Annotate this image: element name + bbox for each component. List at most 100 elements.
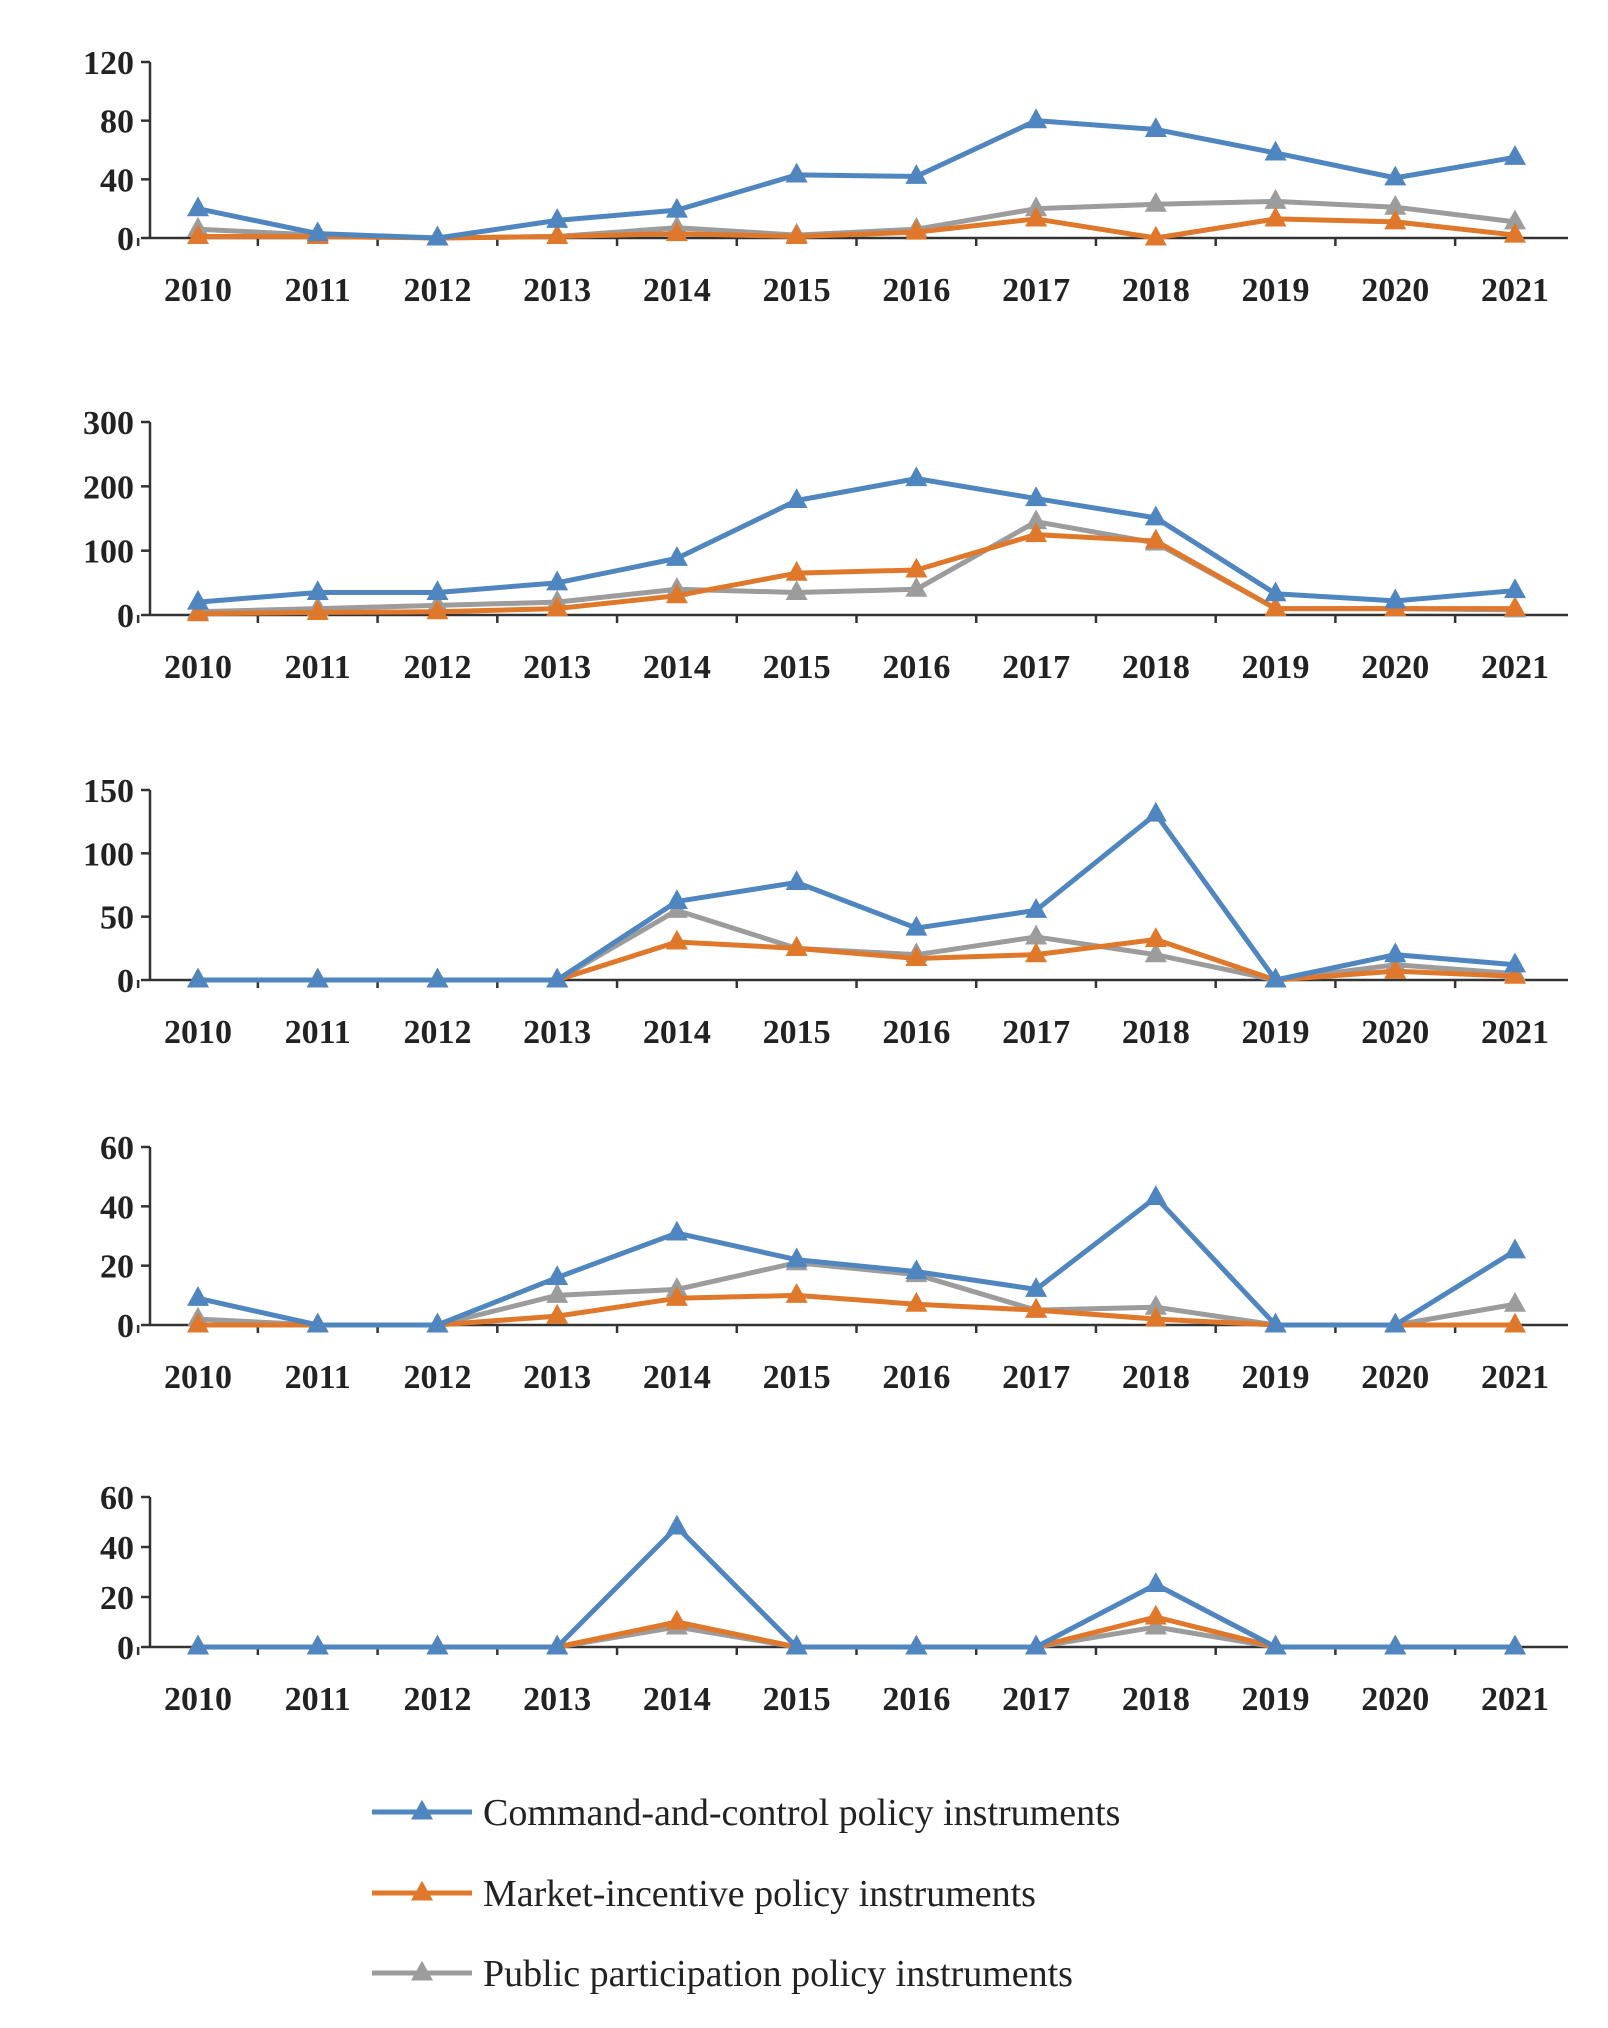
data-point-market: [306, 600, 329, 620]
y-tick-label: 100: [83, 836, 134, 873]
data-point-market: [546, 224, 569, 245]
y-tick-label: 20: [100, 1580, 134, 1617]
data-point-command: [1504, 578, 1526, 599]
data-point-command: [785, 488, 808, 509]
x-tick-label: 2014: [643, 272, 711, 309]
data-point-command: [665, 546, 688, 566]
x-tick-label: 2017: [1002, 272, 1070, 309]
data-point-public: [1025, 924, 1048, 945]
data-point-command: [306, 221, 329, 242]
y-tick-label: 120: [83, 45, 134, 82]
data-point-public: [1144, 191, 1167, 212]
data-point-command: [665, 197, 688, 218]
data-point-command: [1384, 588, 1407, 609]
chart-panel-2: 0 100 200 300 2010 2011 2012 2013 2014 2015 2016 20…: [83, 405, 1568, 686]
data-point-market: [1384, 958, 1407, 979]
x-tick-label: 2014: [643, 1359, 711, 1396]
data-point-command: [426, 1312, 449, 1333]
data-point-market: [665, 1286, 688, 1306]
x-tick-label: 2021: [1481, 649, 1549, 686]
x-tick-label: 2021: [1481, 1681, 1549, 1718]
x-tick-label: 2016: [882, 1681, 950, 1718]
data-point-command: [1504, 145, 1526, 165]
data-point-market: [187, 1312, 209, 1333]
y-tick-label: 300: [83, 405, 134, 442]
data-point-command: [905, 1259, 928, 1280]
data-point-market: [905, 1291, 928, 1312]
data-point-command: [1264, 967, 1287, 988]
data-point-public: [905, 576, 928, 597]
legend-marker: [411, 1799, 433, 1820]
data-point-public: [1384, 194, 1407, 215]
data-point-command: [1264, 140, 1287, 161]
x-tick-label: 2012: [403, 1681, 471, 1718]
x-tick-label: 2017: [1002, 1359, 1070, 1396]
x-tick-label: 2014: [643, 1014, 711, 1051]
data-point-market: [1025, 522, 1048, 543]
y-tick-label: 0: [117, 963, 134, 1000]
x-tick-label: 2010: [164, 272, 232, 309]
legend-item-public: Public participation policy instruments: [372, 1953, 1073, 1995]
x-tick-label: 2011: [285, 1014, 351, 1051]
data-point-command: [546, 1634, 569, 1655]
data-point-command: [426, 967, 449, 988]
x-tick-label: 2019: [1242, 649, 1310, 686]
data-point-command: [1264, 1634, 1287, 1655]
data-point-command: [1025, 898, 1048, 918]
x-tick-label: 2019: [1242, 1681, 1310, 1718]
data-point-command: [665, 889, 688, 909]
data-point-market: [785, 1283, 808, 1303]
x-tick-label: 2014: [643, 649, 711, 686]
x-tick-label: 2018: [1122, 1359, 1190, 1396]
data-point-command: [546, 208, 569, 228]
data-point-command: [187, 967, 209, 988]
x-tick-label: 2020: [1361, 1681, 1429, 1718]
data-point-command: [426, 1634, 449, 1655]
x-tick-label: 2016: [882, 649, 950, 686]
chart-panel-5: 0 20 40 60 2010 2011 2012 2013 2014 2015 2016 2017 2…: [100, 1480, 1568, 1718]
data-point-command: [1144, 1185, 1167, 1205]
data-point-command: [306, 580, 329, 601]
data-point-command: [1025, 108, 1048, 129]
data-point-public: [1144, 1614, 1167, 1635]
data-point-public: [1144, 942, 1167, 963]
data-point-public: [1504, 209, 1526, 230]
data-point-market: [1264, 206, 1287, 227]
y-tick-label: 0: [117, 221, 134, 258]
data-point-command: [785, 162, 808, 183]
x-tick-label: 2018: [1122, 1681, 1190, 1718]
legend: Command-and-control policy instruments Ma…: [372, 1792, 1120, 1995]
data-point-command: [1144, 1572, 1167, 1593]
data-point-market: [1144, 927, 1167, 947]
y-tick-label: 80: [100, 104, 134, 141]
data-point-market: [187, 224, 209, 245]
legend-label: Command-and-control policy instruments: [483, 1792, 1120, 1834]
data-point-market: [1504, 1312, 1526, 1333]
data-point-command: [187, 589, 209, 610]
data-point-command: [1144, 505, 1167, 526]
series-line-command: [197, 476, 1516, 605]
data-point-command: [426, 225, 449, 246]
data-point-market: [785, 560, 808, 581]
data-point-market: [1025, 1297, 1048, 1318]
data-point-command: [1025, 1634, 1048, 1655]
data-point-command: [546, 570, 569, 591]
data-point-command: [1504, 1634, 1526, 1655]
series-line-public: [198, 1624, 1515, 1650]
series-line-market: [197, 532, 1515, 617]
x-tick-label: 2013: [523, 1681, 591, 1718]
x-tick-label: 2013: [523, 649, 591, 686]
legend-marker: [411, 1960, 433, 1981]
data-point-market: [1504, 596, 1526, 617]
x-tick-label: 2010: [164, 1014, 232, 1051]
x-tick-label: 2021: [1481, 1014, 1549, 1051]
x-tick-label: 2019: [1242, 1359, 1310, 1396]
series-line-command: [197, 1194, 1517, 1328]
legend-item-market: Market-incentive policy instruments: [372, 1873, 1036, 1915]
data-point-market: [1144, 1306, 1167, 1327]
data-point-market: [1504, 963, 1526, 984]
x-tick-label: 2010: [164, 1681, 232, 1718]
data-point-command: [905, 1634, 928, 1655]
series-line-command: [198, 811, 1516, 983]
legend-item-command: Command-and-control policy instruments: [372, 1792, 1120, 1834]
